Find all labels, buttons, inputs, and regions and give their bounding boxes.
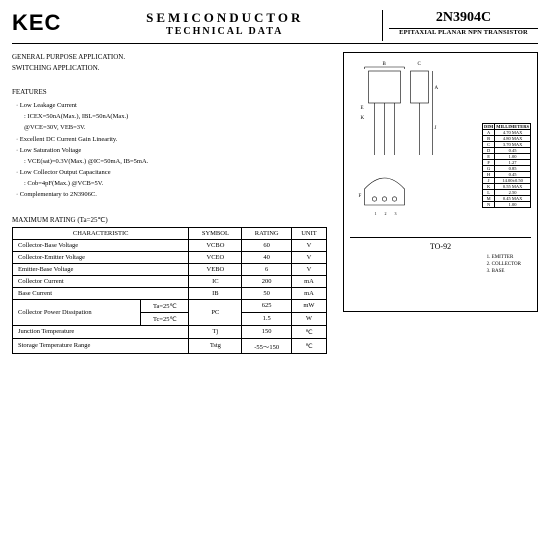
cell: 6 — [242, 263, 292, 275]
pin-label: 1. EMITTER — [487, 254, 521, 261]
cell: 50 — [242, 287, 292, 299]
pin-labels: 1. EMITTER 2. COLLECTOR 3. BASE — [487, 254, 521, 275]
cell: IB — [189, 287, 242, 299]
cell: Tc=25℃ — [141, 312, 189, 325]
table-row: Collector Power Dissipation Ta=25℃ PC 62… — [13, 299, 327, 312]
svg-text:1: 1 — [375, 211, 377, 216]
svg-text:K: K — [361, 116, 365, 121]
svg-text:C: C — [418, 62, 422, 67]
svg-text:E: E — [361, 106, 364, 111]
table-row: Emitter-Base VoltageVEBO6V — [13, 263, 327, 275]
table-row: Collector-Base VoltageVCBO60V — [13, 239, 327, 251]
col-symbol: SYMBOL — [189, 227, 242, 239]
cell: Collector Power Dissipation — [13, 299, 141, 325]
cell: V — [291, 263, 326, 275]
main-content: GENERAL PURPOSE APPLICATION. SWITCHING A… — [12, 52, 538, 354]
cell: IC — [189, 275, 242, 287]
features-list: · Low Leakage Current : ICEX=50nA(Max.),… — [12, 100, 333, 199]
cell: Collector-Emitter Voltage — [13, 251, 189, 263]
cell: W — [291, 312, 326, 325]
feature-item: · Low Saturation Voltage — [16, 145, 333, 156]
dim-row: N1.00 — [482, 202, 530, 208]
cell: Ta=25℃ — [141, 299, 189, 312]
left-column: GENERAL PURPOSE APPLICATION. SWITCHING A… — [12, 52, 333, 354]
maxrating-table: CHARACTERISTIC SYMBOL RATING UNIT Collec… — [12, 227, 327, 354]
feature-sub: @VCE=30V, VEB=3V. — [16, 122, 333, 133]
doc-title: SEMICONDUCTOR TECHNICAL DATA — [67, 10, 383, 41]
part-number: 2N3904C — [389, 10, 538, 26]
table-row: Junction Temperature Tj 150 ℃ — [13, 325, 327, 338]
dim-key: N — [482, 202, 494, 208]
cell: mA — [291, 287, 326, 299]
col-characteristic: CHARACTERISTIC — [13, 227, 189, 239]
table-row: Base CurrentIB50mA — [13, 287, 327, 299]
maxrating-heading: MAXIMUM RATING (Ta=25℃) — [12, 216, 333, 224]
dim-val: 1.00 — [495, 202, 531, 208]
title-line-2: TECHNICAL DATA — [73, 26, 376, 37]
col-unit: UNIT — [291, 227, 326, 239]
cell: -55～150 — [242, 338, 292, 353]
part-desc: EPITAXIAL PLANAR NPN TRANSISTOR — [389, 29, 538, 36]
feature-sub: : Cob=4pF(Max.) @VCB=5V. — [16, 178, 333, 189]
app-line: SWITCHING APPLICATION. — [12, 63, 333, 74]
table-row: Storage Temperature Range Tstg -55～150 ℃ — [13, 338, 327, 353]
cell: ℃ — [291, 338, 326, 353]
dim-col: MILLIMETERS — [495, 124, 531, 130]
cell: Storage Temperature Range — [13, 338, 189, 353]
cell: V — [291, 251, 326, 263]
app-line: GENERAL PURPOSE APPLICATION. — [12, 52, 333, 63]
feature-item: · Low Collector Output Capacitance — [16, 167, 333, 178]
pin-label: 2. COLLECTOR — [487, 261, 521, 268]
cell: V — [291, 239, 326, 251]
cell: ℃ — [291, 325, 326, 338]
cell: Base Current — [13, 287, 189, 299]
cell: VCBO — [189, 239, 242, 251]
right-column: B C K E A J 1 2 3 F — [343, 52, 538, 354]
cell: 60 — [242, 239, 292, 251]
svg-text:B: B — [383, 62, 387, 67]
logo: KEC — [12, 10, 67, 36]
package-drawing-box: B C K E A J 1 2 3 F — [343, 52, 538, 312]
cell: 625 — [242, 299, 292, 312]
svg-text:A: A — [435, 86, 439, 91]
pin-label: 3. BASE — [487, 268, 521, 275]
cell: mA — [291, 275, 326, 287]
table-header-row: CHARACTERISTIC SYMBOL RATING UNIT — [13, 227, 327, 239]
cell: PC — [189, 299, 242, 325]
table-row: Collector CurrentIC200mA — [13, 275, 327, 287]
svg-text:3: 3 — [395, 211, 397, 216]
cell: 150 — [242, 325, 292, 338]
col-rating: RATING — [242, 227, 292, 239]
table-row: Collector-Emitter VoltageVCEO40V — [13, 251, 327, 263]
cell: Tj — [189, 325, 242, 338]
header: KEC SEMICONDUCTOR TECHNICAL DATA 2N3904C… — [12, 10, 538, 44]
cell: Junction Temperature — [13, 325, 189, 338]
cell: mW — [291, 299, 326, 312]
cell: Emitter-Base Voltage — [13, 263, 189, 275]
feature-sub: : VCE(sat)=0.3V(Max.) @IC=50mA, IB=5mA. — [16, 156, 333, 167]
dim-col: DIM — [482, 124, 494, 130]
features-heading: FEATURES — [12, 88, 333, 96]
title-line-1: SEMICONDUCTOR — [73, 10, 376, 26]
svg-text:F: F — [359, 194, 362, 199]
part-header: 2N3904C EPITAXIAL PLANAR NPN TRANSISTOR — [383, 10, 538, 36]
cell: Collector Current — [13, 275, 189, 287]
cell: Tstg — [189, 338, 242, 353]
cell: 40 — [242, 251, 292, 263]
svg-text:J: J — [435, 126, 437, 131]
cell: VEBO — [189, 263, 242, 275]
application-lines: GENERAL PURPOSE APPLICATION. SWITCHING A… — [12, 52, 333, 74]
cell: 1.5 — [242, 312, 292, 325]
feature-item: · Complementary to 2N3906C. — [16, 189, 333, 200]
feature-sub: : ICEX=50nA(Max.), IBL=50nA(Max.) — [16, 111, 333, 122]
package-name: TO-92 — [350, 237, 531, 251]
dimension-table: DIMMILLIMETERS A4.70 MAXB4.80 MAXC3.70 M… — [482, 123, 531, 208]
cell: VCEO — [189, 251, 242, 263]
feature-item: · Excellent DC Current Gain Linearity. — [16, 134, 333, 145]
feature-item: · Low Leakage Current — [16, 100, 333, 111]
cell: Collector-Base Voltage — [13, 239, 189, 251]
svg-text:2: 2 — [385, 211, 387, 216]
cell: 200 — [242, 275, 292, 287]
